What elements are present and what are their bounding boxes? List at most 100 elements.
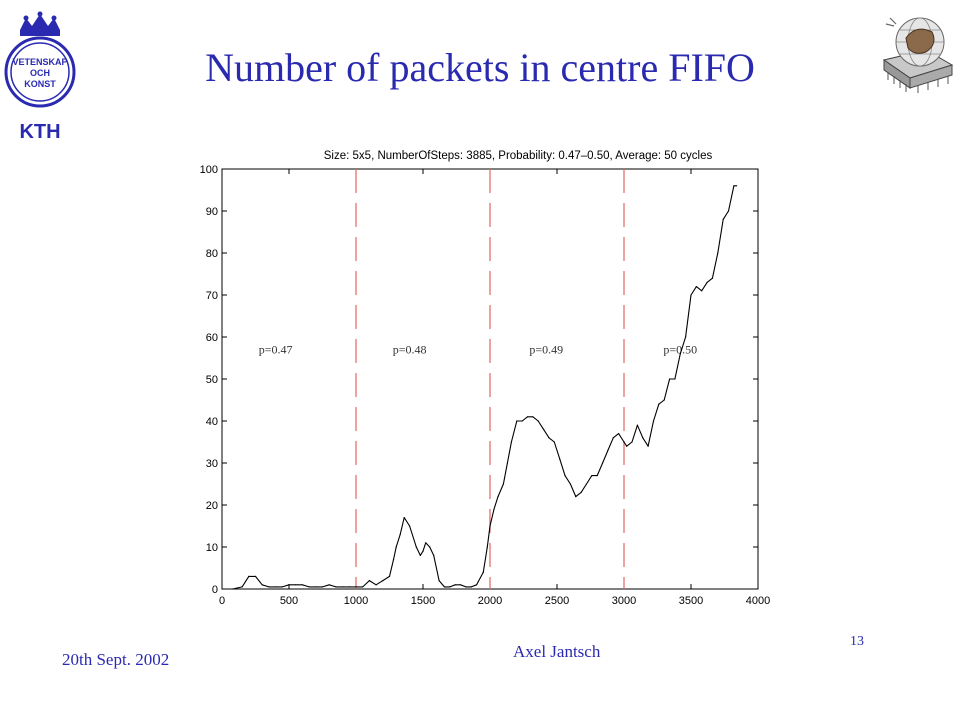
data-point xyxy=(668,378,671,380)
x-tick-label: 3000 xyxy=(612,595,636,607)
data-point xyxy=(362,586,364,588)
data-point xyxy=(232,588,234,590)
logo-text-2: OCH xyxy=(30,68,50,78)
data-point xyxy=(516,420,518,422)
data-point xyxy=(221,588,223,590)
probability-label: p=0.47 xyxy=(259,343,293,357)
data-point xyxy=(476,584,478,586)
data-point xyxy=(268,586,270,588)
data-point xyxy=(537,420,539,422)
data-point xyxy=(368,580,370,582)
data-point xyxy=(415,546,417,548)
slide-title: Number of packets in centre FIFO xyxy=(205,45,755,90)
data-point xyxy=(425,542,427,544)
data-point xyxy=(321,586,324,588)
data-point xyxy=(459,584,462,586)
data-point xyxy=(241,586,243,588)
data-point xyxy=(642,437,644,439)
chip-globe-logo xyxy=(882,17,954,93)
data-point xyxy=(429,546,431,548)
data-point xyxy=(470,586,472,588)
data-point xyxy=(658,403,660,405)
data-point xyxy=(727,210,730,212)
x-tick-label: 1500 xyxy=(411,595,435,607)
data-point xyxy=(482,571,484,573)
y-tick-label: 10 xyxy=(206,542,218,554)
data-point xyxy=(679,353,681,355)
data-point xyxy=(548,437,550,439)
data-point xyxy=(288,584,290,586)
data-point xyxy=(623,441,625,443)
x-tick-label: 0 xyxy=(219,595,225,607)
data-point xyxy=(342,586,344,588)
crown-icon xyxy=(20,11,60,36)
data-point xyxy=(510,441,513,443)
data-point xyxy=(449,586,451,588)
data-point xyxy=(735,185,738,187)
footer-date: 20th Sept. 2002 xyxy=(62,650,170,669)
data-point xyxy=(553,441,555,443)
data-point xyxy=(733,185,735,187)
data-point xyxy=(422,550,424,552)
y-tick-label: 70 xyxy=(206,290,218,302)
footer-author: Axel Jantsch xyxy=(513,642,601,661)
logo-text-3: KONST xyxy=(24,79,56,89)
data-point xyxy=(722,218,724,220)
probability-label: p=0.50 xyxy=(663,343,697,357)
data-point xyxy=(454,584,456,586)
data-point xyxy=(261,584,263,586)
y-tick-label: 80 xyxy=(206,248,218,260)
data-point xyxy=(489,525,491,527)
data-point xyxy=(636,424,638,426)
kth-logo: VETENSKAP OCH KONST KTH xyxy=(4,11,76,143)
data-point xyxy=(348,586,350,588)
data-point xyxy=(674,378,676,380)
data-point xyxy=(685,336,687,338)
data-point xyxy=(564,475,566,477)
data-point xyxy=(403,517,405,519)
x-tick-label: 500 xyxy=(280,595,298,607)
data-point xyxy=(392,559,395,561)
y-tick-label: 30 xyxy=(206,458,218,470)
data-point xyxy=(711,277,714,279)
data-point xyxy=(652,420,655,422)
y-tick-label: 50 xyxy=(206,374,218,386)
data-point xyxy=(626,445,628,447)
data-point xyxy=(526,416,529,418)
data-point xyxy=(663,399,665,401)
logo-text-kth: KTH xyxy=(19,121,60,143)
data-point xyxy=(315,586,317,588)
data-point xyxy=(701,290,703,292)
data-point xyxy=(486,546,488,548)
data-point xyxy=(580,491,582,493)
data-point xyxy=(502,483,504,485)
data-point xyxy=(301,584,303,586)
data-point xyxy=(585,483,588,485)
x-tick-label: 3500 xyxy=(679,595,703,607)
data-point xyxy=(695,286,697,288)
page-number: 13 xyxy=(850,634,864,649)
data-point xyxy=(375,584,377,586)
data-point xyxy=(506,462,509,464)
data-point xyxy=(601,462,604,464)
data-point xyxy=(443,586,446,588)
x-tick-label: 2000 xyxy=(478,595,502,607)
y-tick-label: 100 xyxy=(200,164,218,176)
data-point xyxy=(631,441,633,443)
data-point xyxy=(591,475,593,477)
y-tick-label: 20 xyxy=(206,500,218,512)
y-tick-label: 0 xyxy=(212,584,218,596)
data-point xyxy=(395,546,397,548)
fifo-series-line xyxy=(222,185,737,590)
data-point xyxy=(433,554,435,556)
data-point xyxy=(521,420,523,422)
y-tick-label: 60 xyxy=(206,332,218,344)
data-point xyxy=(717,252,719,254)
probability-label: p=0.49 xyxy=(529,343,563,357)
data-point xyxy=(335,586,337,588)
data-point xyxy=(559,458,561,460)
data-point xyxy=(596,475,598,477)
data-point xyxy=(690,294,692,296)
data-point xyxy=(612,437,614,439)
x-tick-label: 2500 xyxy=(545,595,569,607)
